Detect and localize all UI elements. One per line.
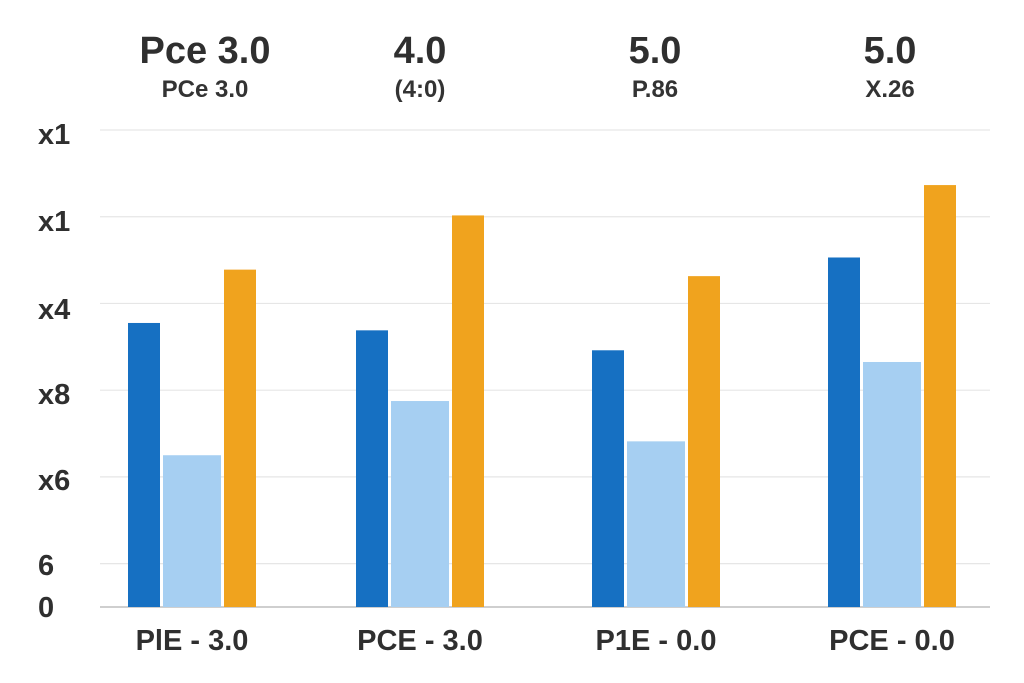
column-headers: Pce 3.0 PCe 3.0 4.0 (4:0) 5.0 P.86 5.0 X.26	[140, 30, 917, 103]
column-header-title: Pce 3.0	[140, 30, 271, 72]
column-header-subtitle: P.86	[632, 76, 678, 103]
x-tick-label: PlE - 3.0	[136, 625, 249, 657]
bar-4-series-2	[863, 361, 921, 607]
y-tick-label: x1	[38, 206, 70, 238]
bar-3-series-1	[592, 350, 624, 607]
column-header-title: 5.0	[629, 30, 682, 72]
bar-1-series-2	[163, 455, 221, 607]
x-tick-label: PCE - 3.0	[357, 625, 483, 657]
x-tick-label: PCE - 0.0	[829, 625, 955, 657]
bar-2-series-3	[452, 215, 484, 607]
column-header-subtitle: (4:0)	[395, 76, 446, 103]
x-tick-label: P1E - 0.0	[596, 625, 717, 657]
y-tick-label: 6	[38, 550, 54, 582]
bar-2-series-1	[356, 330, 388, 607]
bar-4-series-3	[924, 185, 956, 607]
bar-4-series-1	[828, 257, 860, 607]
y-tick-label: x4	[38, 294, 70, 326]
bar-3-series-2	[627, 441, 685, 607]
y-tick-label: x1	[38, 119, 70, 151]
bar-3-series-3	[688, 276, 720, 607]
y-axis-ticks: 0 6 x6 x8 x4 x1 x1	[38, 119, 70, 624]
bars	[128, 185, 956, 607]
y-tick-label: x6	[38, 465, 70, 497]
column-header-subtitle: X.26	[865, 76, 914, 103]
bar-2-series-2	[391, 401, 449, 607]
column-header-title: 5.0	[864, 30, 917, 72]
y-tick-label: x8	[38, 379, 70, 411]
column-header-subtitle: PCe 3.0	[162, 76, 249, 103]
bar-1-series-1	[128, 322, 160, 607]
bar-1-series-3	[224, 269, 256, 607]
y-tick-label: 0	[38, 592, 54, 624]
x-axis-ticks: PlE - 3.0 PCE - 3.0 P1E - 0.0 PCE - 0.0	[136, 625, 955, 657]
column-header-title: 4.0	[394, 30, 447, 72]
